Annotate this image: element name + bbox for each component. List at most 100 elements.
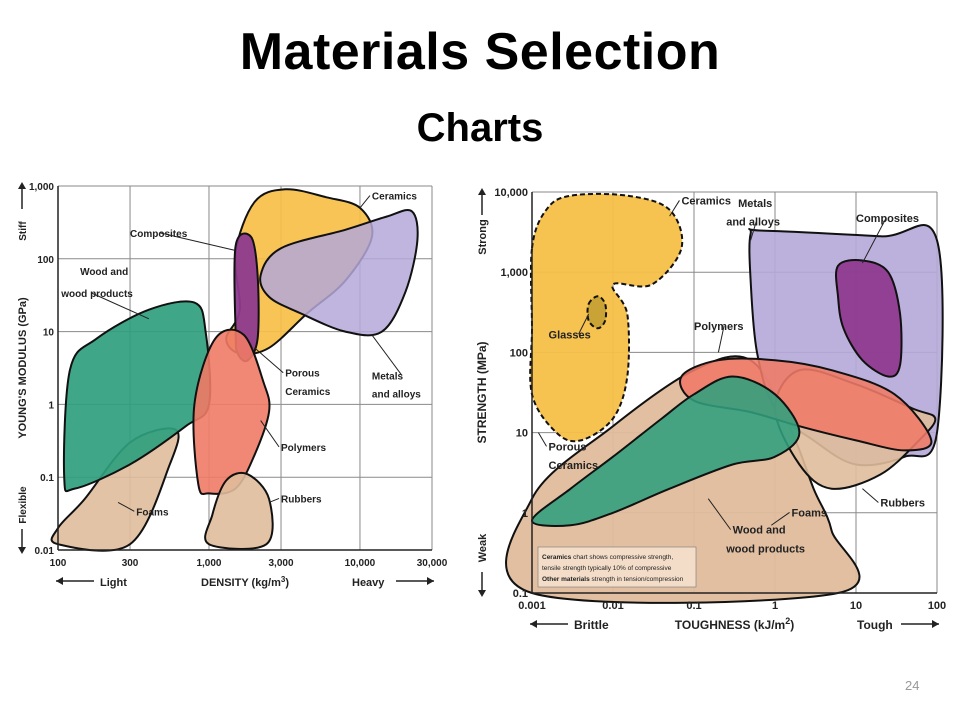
- y-axis-title: YOUNG'S MODULUS (GPa): [17, 297, 29, 439]
- region-label: Ceramics: [681, 195, 731, 207]
- arrowhead-up-icon: [478, 188, 486, 195]
- leader-line: [537, 432, 547, 447]
- x-axis-title: TOUGHNESS (kJ/m2): [675, 616, 795, 632]
- y-tick-label: 0.01: [35, 546, 55, 557]
- region-label: Rubbers: [880, 497, 925, 509]
- x-tick-label: 100: [928, 600, 946, 612]
- x-tick-label: 1,000: [196, 558, 221, 569]
- note-line: tensile strength typically 10% of compre…: [542, 565, 672, 572]
- leader-line: [707, 498, 732, 530]
- x-hint-low: Brittle: [574, 618, 609, 632]
- leader-line: [750, 221, 757, 241]
- y-hint-high: Stiff: [18, 221, 29, 241]
- note-line: Other materials strength in tension/comp…: [542, 576, 684, 583]
- region-label: Ceramics: [549, 460, 599, 472]
- x-tick-label: 3,000: [269, 558, 294, 569]
- slide-title: Materials Selection: [239, 23, 721, 81]
- arrowhead-right-icon: [932, 620, 939, 628]
- x-tick-label: 10,000: [345, 558, 376, 569]
- x-tick-label: 0.01: [602, 600, 623, 612]
- composites-region: [835, 259, 903, 378]
- region-label: Ceramics: [285, 387, 330, 398]
- region-label: wood products: [60, 289, 133, 300]
- metals-region: [259, 208, 419, 337]
- y-tick-label: 10: [43, 328, 55, 339]
- region-label: Porous: [285, 369, 320, 380]
- y-tick-label: 1: [522, 508, 528, 520]
- region-label: Wood and: [80, 267, 128, 278]
- region-label: wood products: [725, 543, 805, 555]
- modulus-density-chart: 100 300 1,000 3,000 10,000 30,000 0.01 0.1 1 10 10…: [17, 182, 448, 590]
- y-tick-label: 0.1: [40, 473, 54, 484]
- region-label: and alloys: [372, 389, 421, 400]
- arrowhead-down-icon: [18, 547, 26, 554]
- y-tick-label: 1,000: [500, 267, 528, 279]
- x-hint-low: Light: [100, 577, 127, 589]
- region-label: and alloys: [726, 217, 780, 229]
- x-hint-high: Tough: [857, 618, 893, 632]
- region-label: Rubbers: [281, 494, 322, 505]
- region-label: Metals: [738, 198, 772, 210]
- leader-line: [117, 502, 135, 512]
- y-axis-title: STRENGTH (MPa): [475, 341, 489, 443]
- leader-line: [771, 512, 790, 526]
- region-label: Composites: [130, 229, 188, 240]
- x-tick-label: 300: [122, 558, 139, 569]
- y-tick-label: 100: [37, 255, 54, 266]
- y-tick-label: 10,000: [494, 187, 528, 199]
- leader-line: [260, 420, 280, 448]
- slide-subtitle: Charts: [416, 106, 544, 150]
- arrowhead-up-icon: [18, 182, 26, 189]
- leader-line: [717, 325, 725, 353]
- y-hint-low: Weak: [477, 533, 489, 562]
- note-line: Ceramics chart shows compressive strengt…: [542, 554, 673, 561]
- leader-line: [578, 313, 590, 335]
- wood-region: [62, 300, 212, 493]
- region-label: Polymers: [694, 321, 744, 333]
- region-label: Wood and: [733, 525, 786, 537]
- arrowhead-right-icon: [427, 577, 434, 585]
- wood-region: [530, 375, 801, 527]
- y-hint-low: Flexible: [18, 486, 29, 524]
- x-hint-high: Heavy: [352, 577, 385, 589]
- region-label: Porous: [549, 441, 587, 453]
- strength-toughness-chart: 0.001 0.01 0.1 1 10 100 0.1 1 10 100 1,000 10,000 Ce…: [475, 187, 946, 632]
- region-label: Foams: [792, 507, 827, 519]
- ceramics-region: [529, 192, 684, 443]
- y-tick-label: 1: [48, 400, 54, 411]
- region-label: Polymers: [281, 443, 326, 454]
- y-tick-label: 0.1: [513, 588, 528, 600]
- x-tick-label: 100: [50, 558, 67, 569]
- x-tick-label: 0.001: [518, 600, 546, 612]
- leader-line: [254, 347, 284, 374]
- leader-line: [862, 488, 879, 503]
- arrowhead-down-icon: [478, 590, 486, 597]
- arrowhead-left-icon: [530, 620, 537, 628]
- y-tick-label: 1,000: [29, 182, 54, 193]
- region-label: Foams: [136, 507, 169, 518]
- note-box: [537, 546, 697, 588]
- region-label: Ceramics: [372, 192, 417, 203]
- y-hint-high: Strong: [477, 219, 489, 254]
- rubbers-region: [204, 471, 274, 550]
- y-tick-label: 100: [510, 347, 528, 359]
- leader-line: [669, 200, 680, 217]
- leader-line: [371, 334, 403, 376]
- x-tick-label: 30,000: [417, 558, 448, 569]
- region-label: Glasses: [549, 329, 591, 341]
- leader-line: [359, 195, 371, 209]
- arrowhead-left-icon: [56, 577, 63, 585]
- x-tick-label: 0.1: [686, 600, 701, 612]
- x-tick-label: 1: [772, 600, 778, 612]
- leader-line: [90, 292, 150, 320]
- glasses-region: [586, 295, 608, 330]
- x-axis-title: DENSITY (kg/m3): [201, 575, 289, 590]
- foams-region: [50, 427, 180, 552]
- leader-line: [268, 497, 280, 503]
- x-tick-label: 10: [850, 600, 862, 612]
- leader-line: [159, 232, 236, 251]
- leader-line: [861, 217, 887, 264]
- region-label: Metals: [372, 371, 404, 382]
- y-tick-label: 10: [516, 428, 528, 440]
- page-number: 24: [905, 678, 920, 693]
